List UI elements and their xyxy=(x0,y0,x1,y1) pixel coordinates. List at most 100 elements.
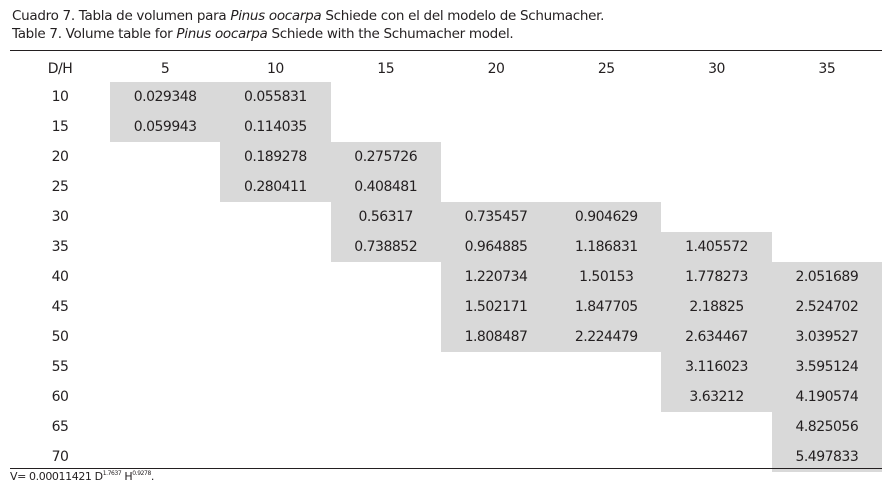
volume-cell: 2.524702 xyxy=(771,292,882,322)
volume-cell: 0.114035 xyxy=(220,112,331,142)
caption-es-suffix: Schiede con el del modelo de Schumacher. xyxy=(321,8,605,24)
table-row: 65 4.825056 xyxy=(10,412,882,442)
table-row: 35 0.738852 0.964885 1.186831 1.405572 xyxy=(10,232,882,262)
formula-suffix: . xyxy=(150,470,155,483)
column-header: 15 xyxy=(377,61,395,77)
row-header: 15 xyxy=(51,119,69,135)
row-header: 25 xyxy=(51,179,69,195)
row-header: 35 xyxy=(51,239,69,255)
volume-cell xyxy=(220,202,330,232)
volume-cell xyxy=(441,82,551,112)
volume-cell: 1.502171 xyxy=(440,292,552,322)
volume-cell: 0.964885 xyxy=(440,232,552,262)
volume-cell xyxy=(110,292,220,322)
volume-cell: 1.186831 xyxy=(551,232,662,262)
volume-cell xyxy=(110,202,220,232)
table-row: 55 3.116023 3.595124 xyxy=(10,352,882,382)
volume-cell: 1.778273 xyxy=(661,262,772,292)
table-row: 20 0.189278 0.275726 xyxy=(10,142,882,172)
row-header: 65 xyxy=(51,419,69,435)
table-bottom-rule xyxy=(10,468,882,469)
volume-cell xyxy=(551,172,661,202)
row-header: 55 xyxy=(51,359,69,375)
row-header: 50 xyxy=(51,329,69,345)
caption-en-suffix: Schiede with the Schumacher model. xyxy=(267,26,514,42)
volume-cell xyxy=(110,352,220,382)
volume-cell xyxy=(772,82,882,112)
volume-cell xyxy=(331,292,441,322)
formula-prefix: V= 0.00011421 D xyxy=(10,470,103,483)
volume-cell: 1.220734 xyxy=(440,262,552,292)
row-header: 40 xyxy=(51,269,69,285)
caption-english: Table 7. Volume table for Pinus oocarpa … xyxy=(12,26,514,42)
volume-cell: 0.735457 xyxy=(440,202,552,232)
volume-cell xyxy=(110,322,220,352)
row-header: 10 xyxy=(51,89,69,105)
volume-cell: 1.808487 xyxy=(440,322,552,352)
volume-cell: 0.059943 xyxy=(110,112,221,142)
volume-cell xyxy=(110,232,220,262)
volume-cell xyxy=(772,172,882,202)
header-row: D/H 5 10 15 20 25 30 35 xyxy=(10,56,882,82)
volume-cell xyxy=(551,82,661,112)
volume-cell xyxy=(661,142,771,172)
volume-cell: 0.275726 xyxy=(330,142,441,172)
volume-cell xyxy=(110,172,220,202)
volume-cell: 0.56317 xyxy=(330,202,441,232)
volume-cell xyxy=(551,112,661,142)
volume-cell xyxy=(772,202,882,232)
volume-cell xyxy=(110,142,220,172)
volume-cell xyxy=(551,352,661,382)
volume-cell: 3.595124 xyxy=(771,352,882,382)
volume-cell: 4.825056 xyxy=(771,412,882,442)
volume-cell xyxy=(441,352,551,382)
volume-cell xyxy=(331,412,441,442)
volume-cell xyxy=(772,142,882,172)
formula-mid: H xyxy=(121,470,133,483)
volume-cell: 5.497833 xyxy=(771,442,882,472)
volume-cell xyxy=(220,232,330,262)
volume-cell: 0.029348 xyxy=(110,82,221,112)
volume-cell: 2.051689 xyxy=(771,262,882,292)
caption-en-prefix: Table 7. Volume table for xyxy=(12,26,177,42)
volume-cell: 3.116023 xyxy=(661,352,772,382)
volume-cell: 2.224479 xyxy=(551,322,662,352)
row-header: 60 xyxy=(51,389,69,405)
volume-cell xyxy=(661,412,771,442)
volume-cell xyxy=(661,172,771,202)
volume-cell xyxy=(661,112,771,142)
table-row: 50 1.808487 2.224479 2.634467 3.039527 xyxy=(10,322,882,352)
column-header: 25 xyxy=(597,61,615,77)
volume-cell xyxy=(220,382,330,412)
volume-cell: 2.634467 xyxy=(661,322,772,352)
column-header: 35 xyxy=(818,61,836,77)
volume-cell xyxy=(441,142,551,172)
volume-cell: 0.904629 xyxy=(551,202,662,232)
caption-es-prefix: Cuadro 7. Tabla de volumen para xyxy=(12,8,231,24)
volume-cell xyxy=(441,382,551,412)
table-row: 60 3.63212 4.190574 xyxy=(10,382,882,412)
caption-spanish: Cuadro 7. Tabla de volumen para Pinus oo… xyxy=(12,8,604,24)
caption-es-species: Pinus oocarpa xyxy=(230,8,322,24)
volume-cell xyxy=(220,412,330,442)
volume-cell: 3.039527 xyxy=(771,322,882,352)
volume-table: D/H 5 10 15 20 25 30 35 10 0.029348 0.0558… xyxy=(10,56,882,472)
table-row: 40 1.220734 1.50153 1.778273 2.051689 xyxy=(10,262,882,292)
table-row: 45 1.502171 1.847705 2.18825 2.524702 xyxy=(10,292,882,322)
volume-cell: 3.63212 xyxy=(661,382,772,412)
volume-cell xyxy=(220,262,330,292)
volume-cell xyxy=(110,382,220,412)
column-header: 30 xyxy=(708,61,725,77)
volume-cell: 2.18825 xyxy=(661,292,772,322)
volume-cell xyxy=(551,142,661,172)
volume-cell: 0.408481 xyxy=(330,172,441,202)
row-header: 70 xyxy=(51,449,69,465)
volume-cell xyxy=(220,352,330,382)
row-header: 20 xyxy=(51,149,69,165)
volume-cell: 1.50153 xyxy=(551,262,662,292)
table-row: 25 0.280411 0.408481 xyxy=(10,172,882,202)
table-row: 30 0.56317 0.735457 0.904629 xyxy=(10,202,882,232)
volume-cell: 4.190574 xyxy=(771,382,882,412)
volume-cell xyxy=(110,262,220,292)
corner-header: D/H xyxy=(47,61,73,77)
